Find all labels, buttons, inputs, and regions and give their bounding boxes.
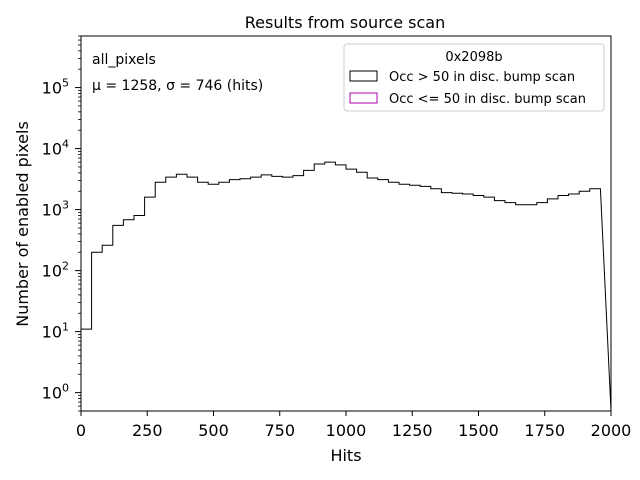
histogram-bin	[547, 199, 558, 411]
histogram-bin	[420, 186, 431, 411]
y-tick-label: 102	[42, 260, 69, 281]
histogram-bin	[240, 179, 251, 411]
y-tick-label: 100	[42, 382, 69, 403]
histogram-bin	[463, 194, 474, 411]
annotation-name: all_pixels	[92, 52, 156, 68]
histogram-bin	[166, 177, 177, 411]
histogram-bin	[198, 182, 209, 411]
histogram-bin	[229, 180, 240, 411]
histogram-bin	[134, 216, 145, 412]
histogram-bin	[187, 177, 198, 411]
histogram-bin	[357, 172, 368, 411]
histogram-bin	[208, 184, 219, 411]
histogram-bin	[388, 182, 399, 411]
y-axis-label: Number of enabled pixels	[13, 121, 32, 327]
legend-box	[343, 43, 605, 112]
legend-title: 0x2098b	[445, 50, 502, 65]
x-axis-label: Hits	[330, 446, 361, 465]
x-tick-label: 750	[264, 421, 295, 440]
annotation-stats: μ = 1258, σ = 746 (hits)	[92, 78, 263, 94]
histogram-bin	[579, 191, 590, 411]
plot-area	[80, 161, 612, 412]
histogram-bin	[558, 196, 569, 411]
histogram-bin	[102, 245, 113, 411]
histogram-bin	[219, 182, 230, 411]
y-tick-label: 104	[42, 138, 69, 159]
histogram-bin	[484, 197, 495, 411]
histogram-bin	[176, 174, 187, 411]
histogram-bin	[293, 176, 304, 411]
y-tick-label: 103	[42, 199, 69, 220]
legend-label-occ-gt-50: Occ > 50 in disc. bump scan	[389, 70, 575, 85]
x-tick-label: 1500	[458, 421, 499, 440]
histogram-bin	[494, 201, 505, 411]
histogram-bin	[505, 203, 516, 411]
x-tick-label: 2000	[591, 421, 632, 440]
histogram-bin	[569, 194, 580, 411]
histogram-bin	[81, 329, 92, 411]
histogram-bin	[314, 164, 325, 411]
histogram-bin	[282, 177, 293, 411]
histogram-bin	[92, 252, 103, 411]
histogram-bin	[399, 184, 410, 411]
histogram-bin	[346, 169, 357, 411]
histogram-bin	[452, 193, 463, 411]
histogram-bin	[123, 220, 134, 411]
legend-swatch-occ-le-50	[349, 92, 378, 104]
legend-label-occ-le-50: Occ <= 50 in disc. bump scan	[389, 92, 586, 107]
histogram-bin	[378, 180, 389, 411]
histogram-bin	[410, 185, 421, 411]
series-occ-gt-50-outline	[80, 161, 612, 412]
legend-swatch-occ-gt-50	[349, 70, 378, 82]
histogram-bin	[113, 225, 124, 411]
x-tick-label: 250	[132, 421, 163, 440]
x-tick-label: 500	[198, 421, 229, 440]
histogram-bin	[526, 205, 537, 411]
y-axis: 100 101 102 103 104 105	[42, 35, 81, 412]
histogram-bin	[272, 176, 283, 411]
x-axis: 0 250 500 750 1000 1250 1500 1750 2000	[76, 411, 631, 440]
y-tick-label: 105	[42, 77, 69, 98]
legend: 0x2098b Occ > 50 in disc. bump scan Occ …	[343, 43, 605, 112]
histogram-bin	[441, 193, 452, 411]
histogram-bin	[473, 196, 484, 411]
histogram-bin	[590, 189, 601, 411]
x-tick-label: 1750	[524, 421, 565, 440]
histogram-bin	[251, 177, 262, 411]
histogram-bin	[431, 189, 442, 411]
histogram-bin	[155, 182, 166, 411]
histogram-bin	[335, 165, 346, 411]
histogram-bin	[304, 170, 315, 411]
histogram-bin	[261, 175, 272, 411]
histogram-bin	[516, 205, 527, 411]
x-tick-label: 0	[76, 421, 86, 440]
y-tick-label: 101	[42, 321, 69, 342]
histogram-bin	[367, 178, 378, 411]
x-tick-label: 1250	[392, 421, 433, 440]
histogram-bin	[325, 162, 336, 411]
x-tick-label: 1000	[326, 421, 367, 440]
histogram-bin	[537, 203, 548, 411]
histogram-bin	[145, 197, 156, 411]
chart-title: Results from source scan	[245, 13, 445, 32]
